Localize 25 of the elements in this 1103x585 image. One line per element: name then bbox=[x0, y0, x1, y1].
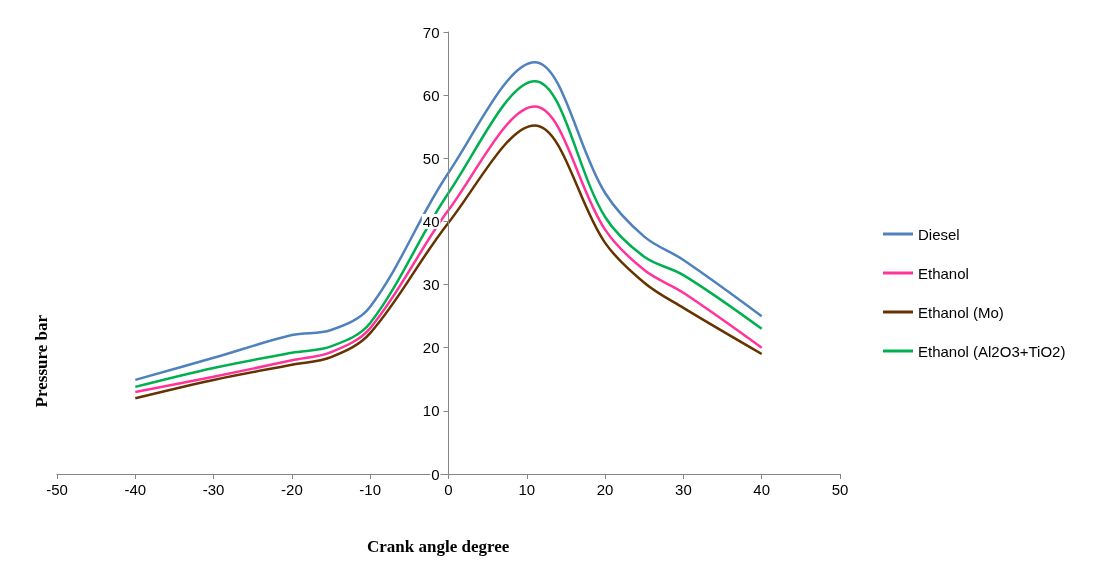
x-tick-label: 30 bbox=[675, 481, 692, 498]
x-tick-label: -30 bbox=[202, 481, 225, 498]
x-tick-label: 0 bbox=[444, 481, 453, 498]
x-tick-label: 50 bbox=[831, 481, 849, 498]
y-tick-label: 60 bbox=[422, 86, 440, 104]
y-tick-label: 0 bbox=[431, 465, 440, 483]
y-tick-label: 40 bbox=[422, 212, 440, 230]
x-tick-label: 20 bbox=[596, 481, 614, 498]
x-tick-label: -20 bbox=[281, 481, 303, 498]
x-tick-label: -10 bbox=[359, 481, 382, 498]
legend-label: Diesel bbox=[918, 225, 960, 243]
y-tick-label: 10 bbox=[422, 402, 440, 420]
y-tick-label: 30 bbox=[422, 276, 440, 294]
y-axis-title: Pressure bar bbox=[32, 314, 51, 408]
y-tick-label: 20 bbox=[422, 339, 440, 357]
legend-label: Ethanol (Al2O3+TiO2) bbox=[918, 342, 1066, 360]
y-tick-label: 70 bbox=[422, 23, 440, 41]
y-tick-label: 50 bbox=[422, 149, 440, 167]
legend-label: Ethanol bbox=[918, 264, 969, 282]
x-tick-label: 10 bbox=[518, 481, 536, 498]
legend-label: Ethanol (Mo) bbox=[918, 303, 1004, 321]
x-tick-label: 40 bbox=[753, 481, 771, 498]
x-axis-title: Crank angle degree bbox=[367, 537, 510, 556]
x-tick-label: -40 bbox=[124, 481, 147, 498]
x-tick-label: -50 bbox=[46, 481, 68, 498]
